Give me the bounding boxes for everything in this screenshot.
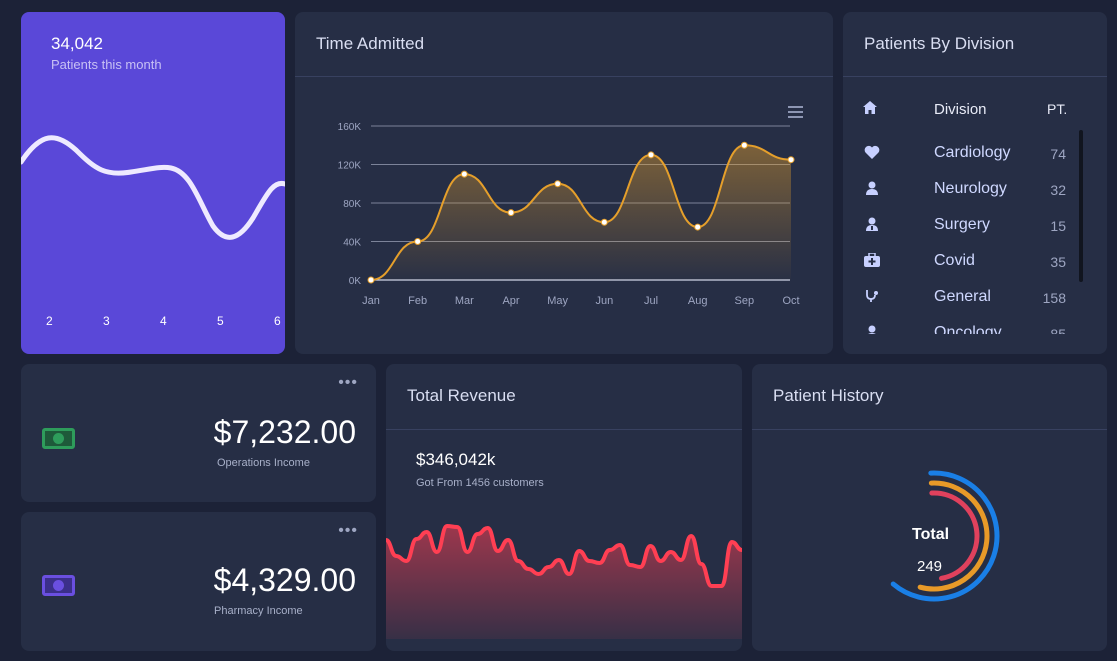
- division-name: Covid: [934, 252, 975, 269]
- division-pt: 74: [1050, 146, 1066, 162]
- x-tick-label: Mar: [455, 295, 474, 307]
- scrollbar[interactable]: [1079, 130, 1083, 282]
- operations-label: Operations Income: [217, 457, 310, 469]
- patients-line: [21, 135, 285, 240]
- patients-month-card: 34,042 Patients this month 2 3 4 5 6: [21, 12, 285, 354]
- x-tick-label: Jul: [644, 295, 658, 307]
- data-point: [787, 156, 795, 164]
- stethoscope-icon: [863, 289, 881, 306]
- division-pt: 85: [1050, 326, 1066, 334]
- data-point: [600, 218, 608, 226]
- data-point: [460, 170, 468, 178]
- division-row-surgery[interactable]: Surgery 15: [843, 209, 1107, 245]
- division-pt: 15: [1050, 218, 1066, 234]
- surgeon-icon: [863, 217, 881, 234]
- total-revenue-card: Total Revenue $346,042k Got From 1456 cu…: [386, 364, 742, 651]
- patients-count: 34,042: [51, 34, 103, 53]
- more-options-icon[interactable]: •••: [338, 522, 358, 539]
- divider: [843, 76, 1107, 77]
- data-point: [740, 141, 748, 149]
- revenue-line: [386, 524, 742, 588]
- patient-history-radial-chart: [890, 470, 1000, 602]
- x-tick: 2: [46, 314, 53, 328]
- operations-amount: $7,232.00: [213, 414, 356, 450]
- heart-icon: [863, 145, 881, 162]
- patients-sparkline: [21, 135, 285, 240]
- operations-income-card: ••• $7,232.00 Operations Income: [21, 364, 376, 502]
- revenue-subtitle: Got From 1456 customers: [416, 477, 544, 489]
- division-pt: 32: [1050, 182, 1066, 198]
- card-title: Patients By Division: [864, 34, 1015, 53]
- x-tick-label: Aug: [688, 295, 708, 307]
- y-tick-label: 80K: [343, 199, 361, 210]
- total-value: 249: [917, 558, 943, 575]
- x-tick-label: May: [547, 295, 568, 307]
- x-tick-label: Feb: [408, 295, 427, 307]
- user-icon: [863, 181, 881, 198]
- card-title: Total Revenue: [407, 386, 516, 405]
- x-tick: 6: [274, 314, 281, 328]
- division-name: Surgery: [934, 216, 991, 233]
- pharmacy-label: Pharmacy Income: [214, 605, 303, 617]
- data-point: [507, 209, 515, 217]
- y-tick-label: 40K: [343, 238, 361, 249]
- home-icon: [863, 101, 877, 117]
- y-tick-label: 160K: [338, 122, 362, 133]
- divider: [752, 429, 1107, 430]
- time-admitted-chart: 0K 40K 80K 120K 160K Jan Feb Mar Apr May Jun Jul Aug…: [338, 122, 800, 307]
- revenue-sparkline: [386, 524, 742, 639]
- time-admitted-card: Time Admitted 0K 40K 80K 120K 160K Jan Feb Mar A…: [295, 12, 833, 354]
- x-tick: 3: [103, 314, 110, 328]
- user-icon: [863, 325, 881, 334]
- pharmacy-income-card: ••• $4,329.00 Pharmacy Income: [21, 512, 376, 651]
- history-ring-3: [929, 490, 980, 581]
- division-name: General: [934, 288, 991, 305]
- medkit-icon: [863, 252, 881, 270]
- pharmacy-amount: $4,329.00: [213, 562, 356, 598]
- data-point: [694, 223, 702, 231]
- pt-column-header: PT.: [1047, 101, 1068, 117]
- divider: [295, 76, 833, 77]
- division-row-covid[interactable]: Covid 35: [843, 245, 1107, 281]
- history-ring-2: [917, 480, 990, 592]
- patient-history-card: Patient History Total 249: [752, 364, 1107, 651]
- history-ring-1: [890, 470, 1000, 602]
- x-tick-label: Jun: [595, 295, 613, 307]
- x-tick-label: Sep: [735, 295, 755, 307]
- x-tick: 4: [160, 314, 167, 328]
- card-title: Patient History: [773, 386, 884, 405]
- division-row-oncology[interactable]: Oncology 85: [843, 317, 1107, 334]
- hamburger-icon[interactable]: [788, 106, 803, 121]
- x-tick-label: Jan: [362, 295, 380, 307]
- division-name: Cardiology: [934, 144, 1011, 161]
- x-tick-label: Oct: [782, 295, 799, 307]
- more-options-icon[interactable]: •••: [338, 374, 358, 391]
- money-bill-icon: [42, 428, 75, 449]
- data-point: [414, 238, 422, 245]
- patients-label: Patients this month: [51, 57, 162, 72]
- divider: [386, 429, 742, 430]
- division-row-general[interactable]: General 158: [843, 281, 1107, 317]
- division-column-header: Division: [934, 101, 987, 118]
- division-name: Oncology: [934, 324, 1002, 334]
- card-title: Time Admitted: [316, 34, 425, 53]
- data-point: [554, 180, 562, 188]
- money-bill-icon: [42, 575, 75, 596]
- x-tick: 5: [217, 314, 224, 328]
- series-line: [370, 144, 792, 281]
- division-pt: 158: [1042, 290, 1066, 306]
- data-point: [647, 151, 655, 159]
- y-tick-label: 0K: [349, 276, 362, 287]
- revenue-area: [386, 526, 742, 639]
- division-row-cardiology[interactable]: Cardiology 74: [843, 137, 1107, 173]
- division-pt: 35: [1050, 254, 1066, 270]
- revenue-amount: $346,042k: [416, 450, 496, 469]
- x-tick-label: Apr: [502, 295, 519, 307]
- total-label: Total: [912, 526, 950, 543]
- data-point: [367, 276, 375, 284]
- division-row-neurology[interactable]: Neurology 32: [843, 173, 1107, 209]
- division-name: Neurology: [934, 180, 1007, 197]
- y-tick-label: 120K: [338, 161, 362, 172]
- patients-by-division-card: Patients By Division Division PT. Cardio…: [843, 12, 1107, 354]
